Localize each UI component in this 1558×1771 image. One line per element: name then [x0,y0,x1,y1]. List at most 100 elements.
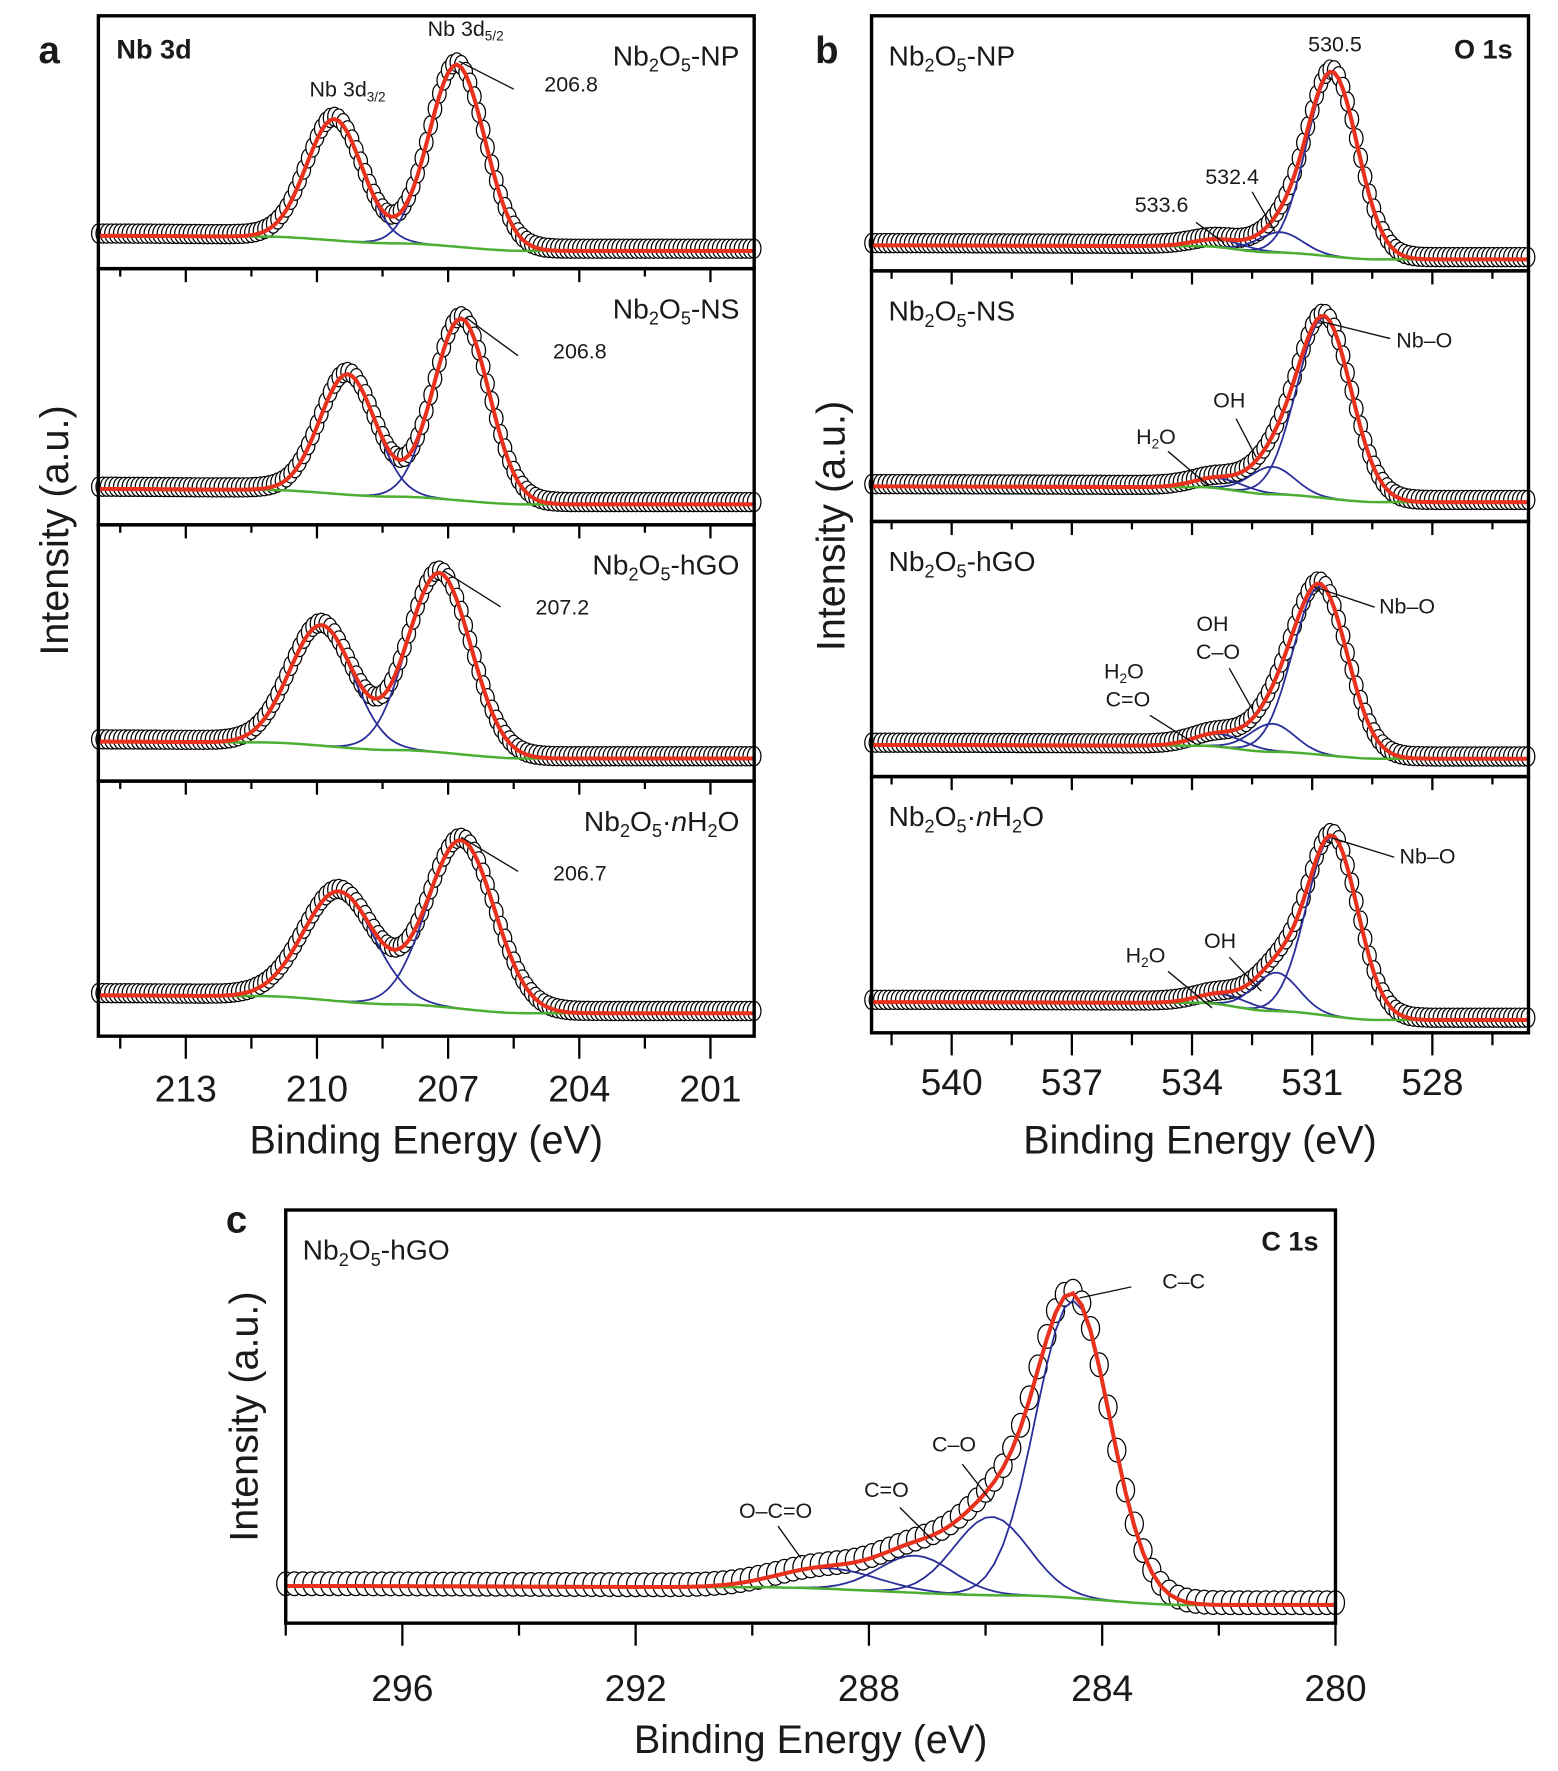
panel-letter: b [815,29,838,72]
component-peak [360,317,567,506]
peak-annotation: 206.8 [544,73,598,97]
annotation-leader-line [1228,667,1253,710]
sample-label: Nb2O5-NP [613,39,740,75]
x-axis-label: Binding Energy (eV) [250,1119,604,1163]
annotation-leader-line [465,316,519,357]
x-tick-label: 296 [371,1667,433,1709]
peak-annotation: 532.4 [1205,165,1259,189]
y-axis-label: Intensity (a.u.) [809,401,853,651]
x-tick-label: 284 [1071,1667,1133,1709]
x-tick-label: 210 [286,1068,348,1110]
component-peak [1193,971,1357,1020]
component-peak [854,1516,1126,1603]
spectrum-a-1: Nb2O5-NP Nb 3d5/2 Nb 3d3/2 206.8 [90,17,762,259]
peak-annotation: OH [1213,388,1245,412]
annotation-leader-line [899,1506,934,1541]
sample-label: Nb2O5-NS [888,295,1015,331]
panel-c: Nb2O5-hGO C–C C–O C=O O–C=O 296 292 288 284 280 Bi… [223,1199,1367,1762]
core-level-title: O 1s [1454,34,1513,65]
x-tick-label: 280 [1304,1667,1366,1709]
annotation-leader-line [1149,714,1194,744]
peak-annotation: Nb 3d3/2 [310,78,386,105]
peak-annotation: OH [1204,929,1236,953]
peak-annotation: H2O [1136,425,1176,452]
peak-annotation: C–C [1162,1270,1205,1294]
component-peak [1193,465,1352,502]
annotation-leader-line [1167,970,1213,1009]
peak-annotation: 207.2 [536,596,590,620]
y-axis-label: Intensity (a.u.) [33,405,77,655]
x-tick-label: 537 [1041,1061,1103,1103]
annotation-leader-line [1322,321,1391,340]
panel-b: Nb2O5-NP 530.5 532.4 533.6 Nb2O5-NS Nb–O OH H2O… [809,14,1536,1163]
peak-annotation: H2O [1126,943,1166,970]
fit-envelope [871,69,1529,262]
fit-envelope [871,581,1529,761]
sample-label: Nb2O5-hGO [303,1234,450,1270]
x-tick-label: 207 [417,1068,479,1110]
fit-envelope [871,313,1529,505]
fit-envelope [98,838,755,1016]
sample-label: Nb2O5·nH2O [888,800,1044,836]
plot-frame [284,1208,1338,1625]
spectrum-b-1: Nb2O5-NP 530.5 532.4 533.6 [864,33,1536,268]
sample-label: Nb2O5-hGO [592,549,739,585]
data-points [90,827,762,1022]
peak-annotation: 206.8 [553,339,607,363]
x-tick-label: 213 [155,1068,217,1110]
peak-annotation: O–C=O [739,1499,812,1523]
annotation-leader-line [458,60,515,90]
component-peak [784,1554,1056,1598]
peak-annotation: H2O [1104,659,1144,686]
annotation-leader-line [1332,837,1395,858]
core-level-title: C 1s [1261,1226,1318,1257]
component-peak [1193,722,1352,759]
sample-label: Nb2O5-hGO [888,545,1035,581]
x-tick-label: 531 [1281,1061,1343,1103]
spectrum-a-4: Nb2O5·nH2O 206.7 [90,781,762,1022]
peak-annotation: C=O [864,1478,909,1502]
data-points [90,560,762,767]
fit-envelope [98,62,755,253]
sample-label: Nb2O5·nH2O [584,805,740,841]
peak-annotation: 533.6 [1135,193,1189,217]
spectrum-b-4: Nb2O5·nH2O Nb–O OH H2O [864,776,1536,1028]
annotation-leader-line [460,836,519,872]
sample-label: Nb2O5-NP [888,39,1015,75]
y-axis-label: Intensity (a.u.) [223,1291,267,1541]
sample-label: Nb2O5-NS [613,292,740,328]
x-tick-label: 528 [1401,1061,1463,1103]
x-tick-label: 292 [605,1667,667,1709]
fit-envelope [285,1291,1336,1607]
x-tick-label: 288 [838,1667,900,1709]
peak-annotation: 530.5 [1308,33,1362,57]
x-axis-label: Binding Energy (eV) [1023,1119,1377,1163]
fit-envelope [871,833,1529,1022]
component-peak [1237,836,1427,1021]
plot-frame [869,774,1531,1035]
peak-annotation: Nb–O [1400,845,1456,869]
annotation-leader-line [1195,221,1225,244]
peak-annotation: 206.7 [553,862,607,886]
peak-annotation: C–O [932,1433,976,1457]
annotation-leader-line [961,1463,992,1502]
x-tick-label: 534 [1161,1061,1223,1103]
peak-annotation: Nb–O [1396,328,1452,352]
annotation-leader-line [1314,586,1375,608]
annotation-leader-line [1228,956,1262,992]
annotation-leader-line [1235,418,1257,458]
annotation-leader-line [1251,191,1276,232]
fit-envelope [98,316,755,507]
peak-annotation: C–O [1196,640,1240,664]
spectrum-c-1: Nb2O5-hGO C–C C–O C=O O–C=O [276,1234,1346,1616]
annotation-leader-line [1167,450,1209,486]
peak-annotation: OH [1196,612,1228,636]
peak-annotation: Nb 3d5/2 [428,17,504,44]
x-tick-label: 540 [921,1061,983,1103]
spectrum-b-2: Nb2O5-NS Nb–O OH H2O [864,270,1536,511]
x-tick-label: 201 [679,1068,741,1110]
